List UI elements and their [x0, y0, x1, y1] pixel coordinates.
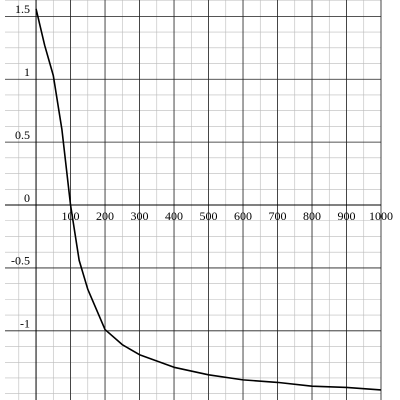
curve: [35, 8, 382, 391]
y-tick-label: 1: [24, 65, 30, 79]
y-tick-label: 0.5: [15, 128, 30, 142]
x-tick-label: 900: [338, 209, 356, 223]
y-tick-label: -1: [20, 317, 30, 331]
x-tick-label: 800: [303, 209, 321, 223]
x-tick-label: 400: [165, 209, 183, 223]
y-tick-label: -0.5: [11, 254, 30, 268]
y-tick-label: 0: [24, 191, 30, 205]
x-tick-label: 300: [131, 209, 149, 223]
x-tick-label: 600: [234, 209, 252, 223]
x-tick-label: 700: [269, 209, 287, 223]
x-tick-label: 1000: [369, 209, 393, 223]
y-tick-label: 1.5: [15, 2, 30, 16]
x-tick-label: 500: [200, 209, 218, 223]
x-tick-label: 200: [96, 209, 114, 223]
x-tick-label: 100: [62, 209, 80, 223]
